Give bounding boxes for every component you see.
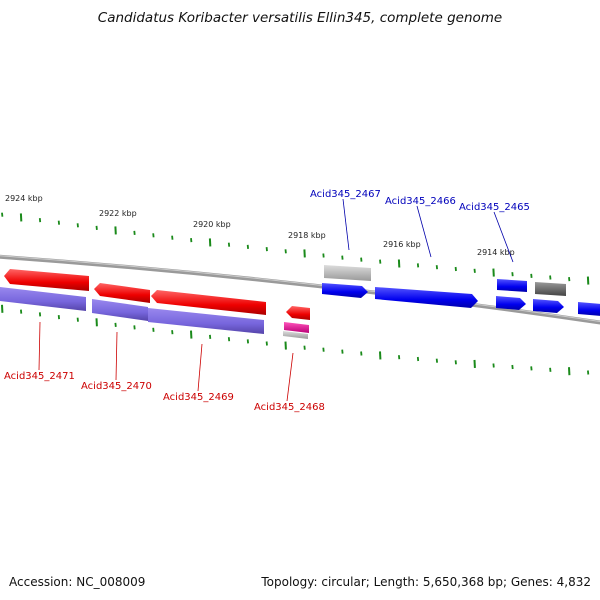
accession-text: Accession: NC_008009 [9,575,146,589]
gene-label-acid345-2469[interactable]: Acid345_2469 [163,392,234,403]
gene-acid345-2471[interactable] [4,269,89,291]
gene-acid345-2471-lane2[interactable] [0,287,86,311]
scale-label-2918: 2918 kbp [288,231,326,240]
gene-acid345-2467-pseudo[interactable] [324,265,371,281]
gene-forward-small-2[interactable] [533,299,564,313]
genome-summary-text: Topology: circular; Length: 5,650,368 bp… [261,575,591,589]
scale-label-2914: 2914 kbp [477,248,515,257]
gene-label-acid345-2466[interactable]: Acid345_2466 [385,196,456,207]
forward-leader-lines [342,198,514,263]
scale-label-2922: 2922 kbp [99,209,137,218]
gene-acid345-2467[interactable] [322,283,368,298]
gene-label-acid345-2467[interactable]: Acid345_2467 [310,189,381,200]
gene-label-acid345-2465[interactable]: Acid345_2465 [459,202,530,213]
gene-acid345-2469-lane2[interactable] [148,308,264,334]
reverse-leader-lines [38,321,294,402]
gene-acid345-2470[interactable] [94,283,150,303]
inner-scale-ticks [1,304,590,376]
scale-label-2916: 2916 kbp [383,240,421,249]
genome-backbone [0,254,600,325]
gene-acid345-2468-pseudo[interactable] [283,331,308,339]
gene-label-acid345-2471[interactable]: Acid345_2471 [4,371,75,382]
reverse-strand-features [0,269,310,339]
gene-label-acid345-2468[interactable]: Acid345_2468 [254,402,325,413]
scale-label-2924: 2924 kbp [5,194,43,203]
gene-acid345-2470-lane2[interactable] [92,299,148,321]
map-title: Candidatus Koribacter versatilis Ellin34… [97,10,503,26]
outer-scale-ticks [1,212,590,285]
gene-acid345-2466[interactable] [375,287,478,308]
gene-label-acid345-2470[interactable]: Acid345_2470 [81,381,152,392]
gene-forward-small-1[interactable] [496,296,526,310]
forward-strand-features [322,265,600,316]
gene-acid345-2465[interactable] [497,279,527,292]
gene-acid345-2465-pseudo[interactable] [535,282,566,296]
gene-acid345-2468[interactable] [286,306,310,320]
gene-forward-edge[interactable] [578,302,600,316]
scale-label-2920: 2920 kbp [193,220,231,229]
gene-acid345-2469[interactable] [151,290,266,315]
gene-acid345-2468-rna[interactable] [284,322,309,333]
